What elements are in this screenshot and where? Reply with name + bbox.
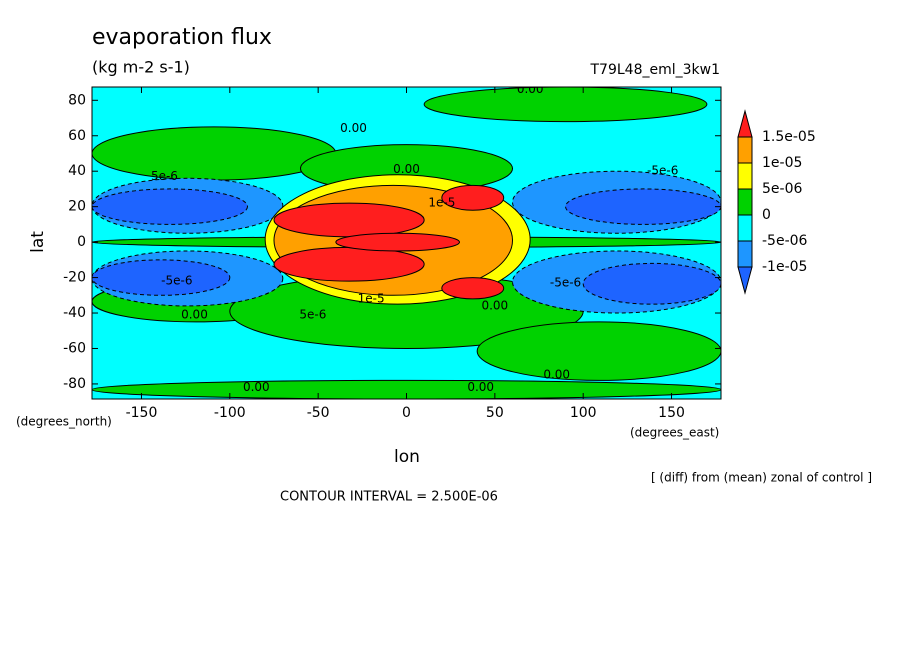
colorbar-box (737, 188, 753, 216)
contour-region (92, 126, 337, 181)
colorbar-box (737, 214, 753, 242)
x-tick-label: -50 (307, 405, 330, 421)
y-tick-label: 40 (68, 163, 86, 179)
contour-interval: CONTOUR INTERVAL = 2.500E-06 (280, 490, 498, 505)
x-tick-label: -150 (126, 405, 158, 421)
y-tick-label: -60 (63, 340, 86, 356)
contour-label: 0.00 (543, 368, 570, 382)
colorbar-box (737, 240, 753, 268)
x-axis-label: lon (394, 447, 420, 467)
contour-region (423, 87, 708, 123)
chart-title: evaporation flux (92, 25, 272, 50)
contour-region (441, 184, 505, 211)
colorbar-box (737, 136, 753, 164)
colorbar-label: 5e-06 (762, 181, 802, 197)
contour-region (273, 202, 425, 238)
contour-label: 0.00 (243, 380, 270, 394)
x-tick-label: -100 (214, 405, 246, 421)
contour-label: 1e-5 (428, 196, 455, 210)
contour-label: 1e-5 (358, 291, 385, 305)
colorbar-label: -1e-05 (762, 259, 807, 275)
field: 0.00 0.00 0.00 5e-6 1e-5 -5e-6 -5e-6 -5e-6 0.00 5… (92, 82, 721, 399)
colorbar-label: 1.5e-05 (762, 129, 816, 145)
y-tick-label: -80 (63, 376, 86, 392)
dataset-label: T79L48_eml_3kw1 (590, 62, 721, 78)
y-tick-label: 80 (68, 92, 86, 108)
x-tick-label: 50 (486, 405, 504, 421)
x-tick-label: 0 (402, 405, 411, 421)
x-tick-label: 150 (658, 405, 685, 421)
contour-label: -5e-6 (550, 275, 581, 289)
contour-region (582, 262, 721, 305)
chart-subtitle: (kg m-2 s-1) (92, 58, 190, 77)
contour-label: 0.00 (481, 298, 508, 312)
contour-region (273, 246, 425, 282)
contour-region (92, 188, 248, 225)
contour-region (441, 277, 505, 300)
contour-label: 5e-6 (151, 169, 178, 183)
contour-label: 0.00 (181, 307, 208, 321)
colorbar-arrow (737, 266, 753, 295)
x-tick-label: 100 (570, 405, 597, 421)
contour-label: 0.00 (393, 162, 420, 176)
y-tick-label: -40 (63, 305, 86, 321)
contour-region (476, 321, 721, 381)
x-units: (degrees_east) (630, 426, 719, 440)
contour-region (92, 259, 231, 296)
y-units: (degrees_north) (16, 415, 112, 429)
y-tick-label: 20 (68, 199, 86, 215)
colorbar-box (737, 162, 753, 190)
contour-label: -5e-6 (647, 164, 678, 178)
y-tick-label: -20 (63, 270, 86, 286)
note: [ (diff) from (mean) zonal of control ] (651, 471, 872, 485)
contour-region (565, 188, 721, 225)
contour-label: 5e-6 (299, 307, 326, 321)
contour-label: 0.00 (517, 82, 544, 96)
contour-label: -5e-6 (161, 274, 192, 288)
y-axis-label: lat (28, 231, 48, 253)
colorbar-arrow (737, 109, 753, 138)
contour-label: 0.00 (340, 121, 367, 135)
contour-label: 0.00 (467, 380, 494, 394)
colorbar-label: 0 (762, 207, 771, 223)
y-tick-label: 0 (77, 234, 86, 250)
y-tick-label: 60 (68, 128, 86, 144)
colorbar-label: 1e-05 (762, 155, 802, 171)
colorbar-label: -5e-06 (762, 233, 808, 249)
contour-region (335, 232, 461, 252)
